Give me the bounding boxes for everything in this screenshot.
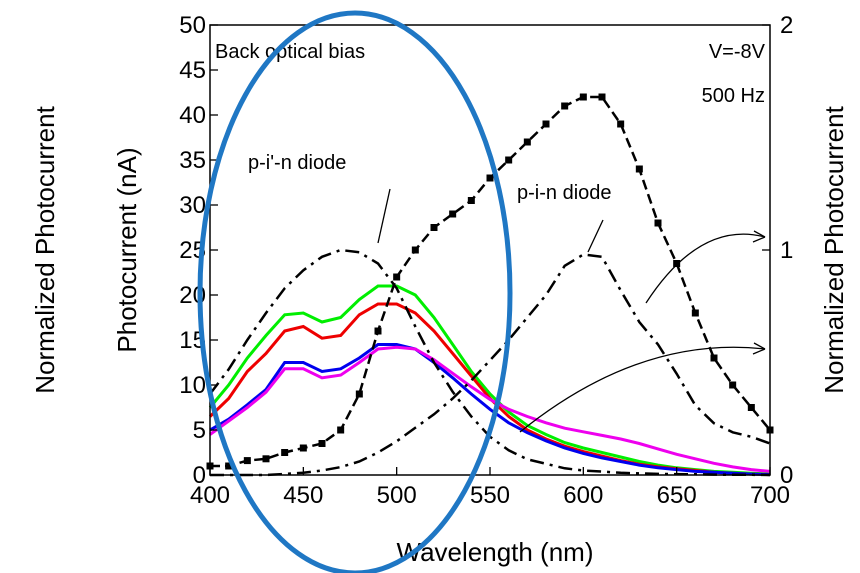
y-axis-title: Photocurrent (nA) [112,147,142,352]
series-marker [635,165,643,173]
highlight-ellipse [197,10,513,573]
upper-curve-arrow [645,233,766,304]
series-marker [281,449,289,456]
y-tick-label: 10 [179,372,206,399]
lower-curve-arrowhead [752,342,766,355]
series-line-magenta-3 [209,345,771,473]
upper-curve-arrowhead [752,230,766,243]
axis-ticks: 400 450 500 550 600 650 7000510152025303540455… [179,12,793,509]
series-marker [299,444,307,452]
pin-pointer-line [587,219,604,253]
y-tick-label: 0 [193,462,206,489]
x-tick-label: 400 [190,482,230,509]
y2-tick-label: 0 [780,462,793,489]
x-tick-label: 500 [377,482,417,509]
y-tick-label: 35 [179,147,206,174]
y-tick-label: 40 [179,102,206,129]
series-marker [486,174,494,182]
outer-normalized-photocurrent-label: Normalized Photocurrent [30,105,60,393]
pin-diode-label: p-i-n diode [517,182,612,204]
series-marker [393,273,401,281]
series-marker [598,93,606,101]
series-marker [673,260,681,267]
series-marker [411,246,419,254]
series-marker [505,156,513,164]
series-marker [654,219,662,227]
series-marker [243,457,251,465]
x-tick-label: 450 [283,482,323,509]
y2-axis-title: Normalized Photocurrent [819,105,849,393]
series-marker [355,390,363,398]
series-marker [617,120,625,128]
series-marker [710,354,718,362]
series-marker [729,381,737,389]
series-marker [542,120,550,128]
series-marker [691,309,699,317]
pin-prime-pointer-line [377,188,391,244]
y-tick-label: 30 [179,192,206,219]
series-marker [337,426,345,434]
y-tick-label: 50 [179,12,206,39]
back-optical-bias-label: Back optical bias [215,41,365,63]
y-tick-label: 45 [179,57,206,84]
series-marker [449,210,457,218]
series-marker [262,455,270,463]
series-marker [747,404,755,411]
series-marker [467,197,475,204]
series-marker [430,224,438,231]
series-marker [225,462,233,470]
series-line-red-1 [208,302,771,477]
series-line-green-0 [208,284,771,476]
series-marker [374,327,382,335]
series-marker [523,138,531,146]
x-tick-label: 700 [750,482,790,509]
series-marker [579,93,587,101]
series-marker [318,440,326,447]
lower-curve-arrow [519,346,766,433]
frequency-label: 500 Hz [702,85,765,107]
series-markers [206,93,774,470]
series-marker [561,102,569,110]
x-tick-label: 550 [470,482,510,509]
y2-tick-label: 1 [780,237,793,264]
series-line-black-6 [210,253,771,477]
x-tick-label: 600 [563,482,603,509]
pin-prime-diode-label: p-i'-n diode [248,152,346,174]
x-tick-label: 650 [657,482,697,509]
voltage-label: V=-8V [709,41,766,63]
y2-tick-label: 2 [780,12,793,39]
y-tick-label: 5 [193,417,206,444]
